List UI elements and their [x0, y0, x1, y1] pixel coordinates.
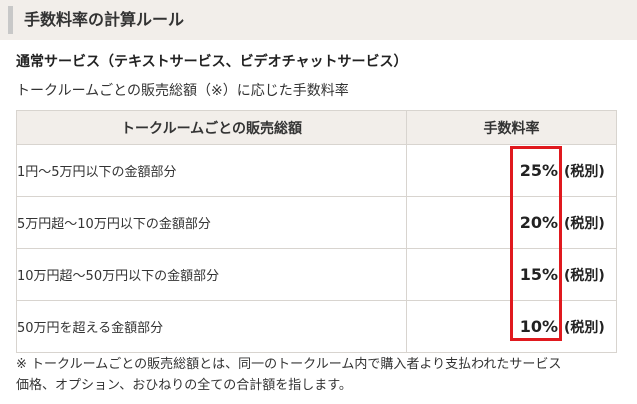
row-range: 50万円を超える金額部分 — [16, 300, 407, 353]
table-row: 50万円を超える金額部分 10% (税別) — [16, 300, 617, 353]
row-range: 1円〜5万円以下の金額部分 — [16, 144, 407, 197]
fee-rate-table: トークルームごとの販売総額 手数料率 1円〜5万円以下の金額部分 25% (税別)… — [16, 110, 617, 353]
row-rate: 10% (税別) — [406, 300, 617, 353]
table-row: 10万円超〜50万円以下の金額部分 15% (税別) — [16, 248, 617, 301]
tax-excluded-label: (税別) — [564, 319, 605, 336]
header-sales-total: トークルームごとの販売総額 — [16, 110, 407, 145]
table-header-row: トークルームごとの販売総額 手数料率 — [16, 110, 617, 145]
footnote-line-1: ※ トークルームごとの販売総額とは、同一のトークルーム内で購入者より支払われたサ… — [16, 357, 562, 372]
table-row: 5万円超〜10万円以下の金額部分 20% (税別) — [16, 196, 617, 249]
tax-excluded-label: (税別) — [564, 267, 605, 284]
row-range: 5万円超〜10万円以下の金額部分 — [16, 196, 407, 249]
header-fee-rate: 手数料率 — [406, 110, 617, 145]
row-rate: 20% (税別) — [406, 196, 617, 249]
row-range: 10万円超〜50万円以下の金額部分 — [16, 248, 407, 301]
row-rate: 15% (税別) — [406, 248, 617, 301]
tax-excluded-label: (税別) — [564, 215, 605, 232]
rate-percent: 10% — [519, 316, 558, 336]
rate-percent: 20% — [519, 212, 558, 232]
row-rate: 25% (税別) — [406, 144, 617, 197]
service-subtitle: 通常サービス（テキストサービス、ビデオチャットサービス） — [16, 54, 408, 70]
tax-excluded-label: (税別) — [564, 163, 605, 180]
service-description: トークルームごとの販売総額（※）に応じた手数料率 — [16, 83, 349, 99]
section-accent-bar — [8, 6, 13, 34]
rate-percent: 15% — [519, 264, 558, 284]
table-row: 1円〜5万円以下の金額部分 25% (税別) — [16, 144, 617, 197]
rate-percent: 25% — [519, 160, 558, 180]
section-title: 手数料率の計算ルール — [24, 10, 185, 29]
footnote: ※ トークルームごとの販売総額とは、同一のトークルーム内で購入者より支払われたサ… — [16, 354, 626, 396]
section-header: 手数料率の計算ルール — [0, 0, 637, 40]
footnote-line-2: 価格、オプション、おひねりの全ての合計額を指します。 — [16, 378, 352, 393]
